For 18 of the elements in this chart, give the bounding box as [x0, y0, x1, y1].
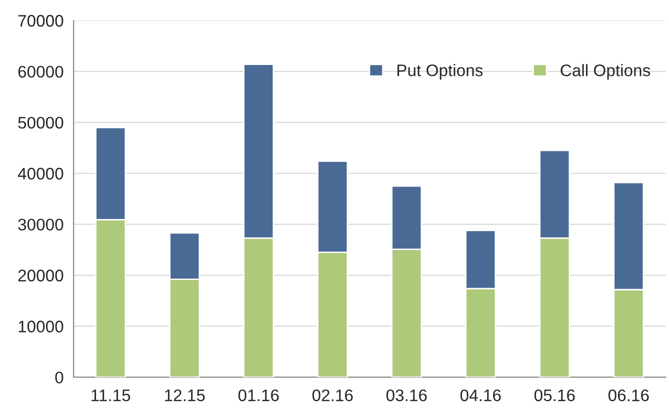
- x-tick-label: 02.16: [312, 389, 353, 402]
- x-tick-label: 05.16: [534, 389, 575, 402]
- x-tick-label: 11.15: [92, 390, 130, 402]
- x-tick-label: 03.16: [386, 389, 427, 402]
- legend-label: Put Options: [398, 64, 483, 80]
- legend-label: Call Options: [560, 64, 650, 80]
- y-tick-label: 20000: [18, 270, 64, 282]
- x-tick-label: 06.16: [608, 389, 649, 402]
- y-tick-label: 30000: [18, 218, 64, 231]
- y-tick-label: 40000: [18, 168, 64, 180]
- y-tick-label: 10000: [18, 320, 64, 332]
- y-tick-label: 0: [55, 372, 64, 384]
- x-tick-label: 12.15: [165, 389, 205, 402]
- x-tick-label: 04.16: [460, 389, 501, 402]
- y-tick-label: 70000: [18, 14, 64, 27]
- y-tick-label: 60000: [18, 66, 64, 78]
- y-tick-label: 50000: [18, 116, 64, 129]
- x-tick-label: 01.16: [238, 389, 279, 402]
